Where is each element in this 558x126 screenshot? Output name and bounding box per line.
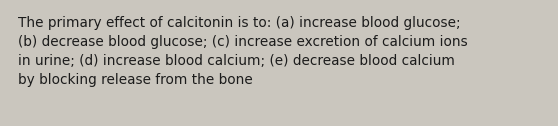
Text: The primary effect of calcitonin is to: (a) increase blood glucose;
(b) decrease: The primary effect of calcitonin is to: … xyxy=(18,16,468,87)
